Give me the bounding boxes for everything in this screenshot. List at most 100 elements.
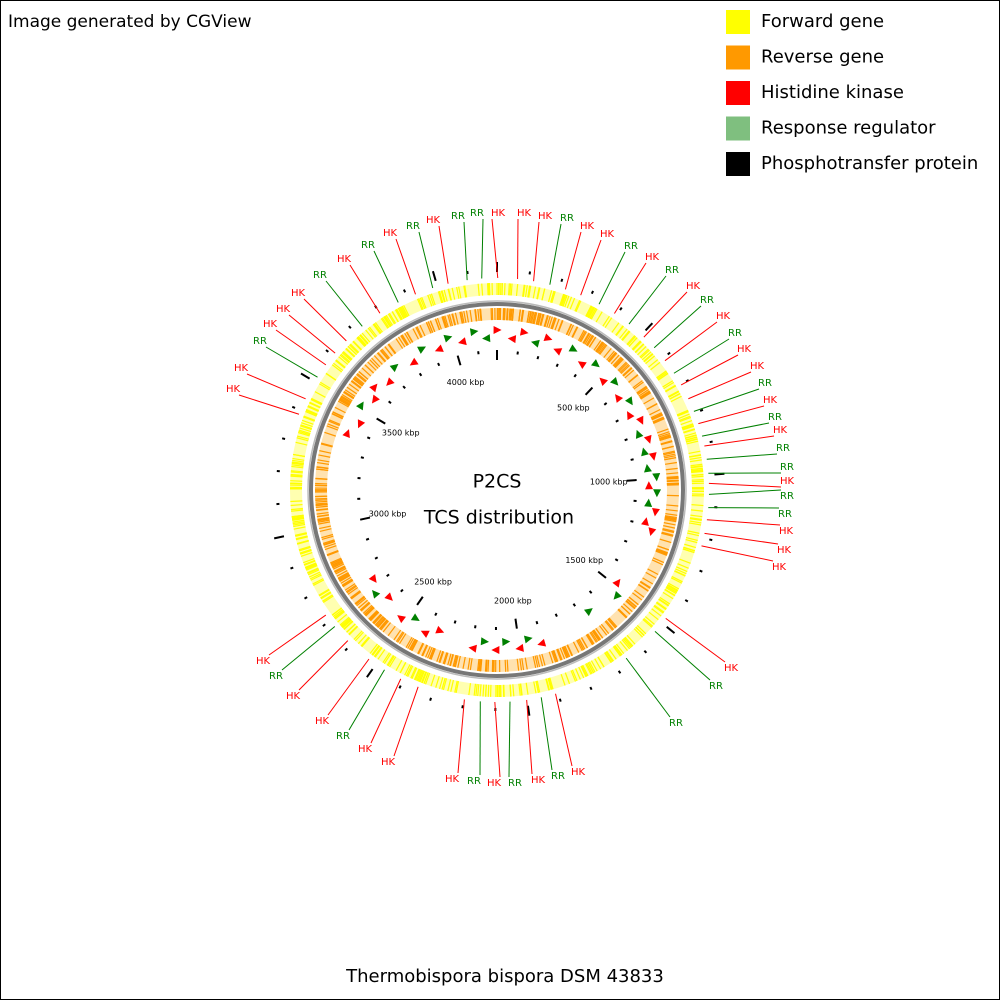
- reverse-gene: [533, 312, 538, 325]
- feature-label: HK: [772, 562, 787, 573]
- outer-tick: [322, 623, 326, 627]
- inner-tick: [584, 386, 594, 396]
- reverse-gene: [393, 629, 402, 641]
- reverse-gene: [397, 632, 405, 643]
- feature-marker: [644, 463, 652, 473]
- reverse-gene: [421, 644, 428, 656]
- reverse-gene: [521, 658, 525, 671]
- forward-gene: [341, 618, 351, 628]
- reverse-gene: [315, 478, 328, 480]
- forward-gene: [677, 563, 689, 569]
- forward-gene: [410, 667, 417, 679]
- forward-gene: [291, 509, 304, 512]
- reverse-gene: [319, 450, 332, 454]
- feature-marker: [652, 473, 661, 482]
- reverse-gene: [579, 330, 586, 342]
- forward-gene: [690, 465, 703, 469]
- forward-gene: [437, 291, 443, 304]
- reverse-gene: [591, 630, 600, 642]
- forward-gene: [680, 419, 693, 426]
- forward-gene: [325, 372, 337, 381]
- forward-gene: [559, 293, 565, 306]
- forward-gene: [685, 537, 698, 542]
- outer-tick: [273, 535, 285, 540]
- forward-gene: [482, 684, 485, 697]
- reverse-gene: [346, 585, 358, 594]
- reverse-gene: [652, 417, 665, 424]
- reverse-gene: [331, 561, 344, 568]
- backbone: [309, 302, 685, 678]
- reverse-gene: [436, 317, 442, 330]
- feature-marker: [648, 452, 657, 461]
- reverse-gene: [509, 308, 512, 321]
- forward-gene: [479, 684, 482, 697]
- forward-gene: [386, 654, 395, 666]
- reverse-gene: [407, 637, 415, 649]
- reverse-gene: [659, 436, 672, 441]
- feature-marker: [652, 507, 660, 517]
- reverse-gene: [584, 333, 592, 345]
- inner-tick: [402, 385, 406, 390]
- reverse-gene: [477, 308, 480, 322]
- reverse-gene: [599, 344, 608, 355]
- reverse-gene: [339, 574, 351, 583]
- reverse-gene: [451, 313, 456, 326]
- reverse-gene: [639, 581, 651, 589]
- forward-gene: [332, 608, 344, 618]
- reverse-gene: [340, 576, 352, 584]
- reverse-gene: [336, 570, 348, 577]
- reverse-gene: [328, 419, 341, 425]
- forward-gene: [615, 325, 624, 336]
- forward-gene: [683, 428, 695, 433]
- reverse-gene: [506, 308, 509, 321]
- reverse-gene: [416, 326, 423, 338]
- feature-marker: [577, 361, 587, 369]
- feature-marker: [356, 401, 364, 411]
- reverse-gene: [405, 331, 413, 343]
- reverse-gene: [604, 620, 614, 631]
- feature-marker: [625, 396, 633, 406]
- forward-gene: [685, 436, 698, 441]
- feature-label: HK: [383, 228, 398, 239]
- reverse-gene: [607, 351, 617, 362]
- reverse-gene: [429, 320, 436, 333]
- reverse-gene: [659, 538, 672, 544]
- reverse-gene: [436, 650, 442, 662]
- reverse-gene: [400, 334, 409, 346]
- scale-label: 1500 kbp: [565, 556, 603, 565]
- inner-tick: [374, 556, 379, 560]
- feature-label: RR: [269, 671, 283, 682]
- reverse-gene: [647, 568, 659, 576]
- forward-gene: [606, 650, 614, 662]
- reverse-gene: [477, 658, 480, 672]
- forward-gene: [290, 473, 303, 476]
- reverse-gene: [506, 659, 509, 672]
- reverse-gene: [356, 597, 367, 607]
- reverse-gene: [538, 654, 544, 667]
- forward-gene: [678, 415, 691, 422]
- reverse-gene: [586, 335, 594, 347]
- reverse-gene: [382, 622, 392, 633]
- reverse-gene: [330, 558, 342, 565]
- reverse-gene: [592, 629, 601, 641]
- forward-gene: [527, 285, 531, 298]
- forward-gene: [322, 595, 334, 604]
- reverse-gene: [415, 326, 422, 339]
- reverse-gene: [448, 314, 454, 327]
- reverse-gene: [465, 310, 470, 323]
- forward-gene: [380, 318, 389, 329]
- reverse-gene: [316, 468, 329, 471]
- forward-gene: [682, 425, 695, 431]
- reverse-gene: [622, 603, 633, 613]
- outer-tick: [290, 566, 294, 570]
- reverse-gene: [334, 406, 346, 414]
- forward-gene: [582, 664, 589, 677]
- reverse-gene: [663, 451, 676, 456]
- reverse-gene: [559, 647, 566, 660]
- reverse-gene: [624, 369, 635, 379]
- feature-leader: [628, 275, 667, 325]
- forward-gene: [290, 480, 303, 482]
- reverse-gene: [566, 644, 574, 656]
- inner-tick: [376, 417, 386, 425]
- forward-gene: [691, 470, 704, 474]
